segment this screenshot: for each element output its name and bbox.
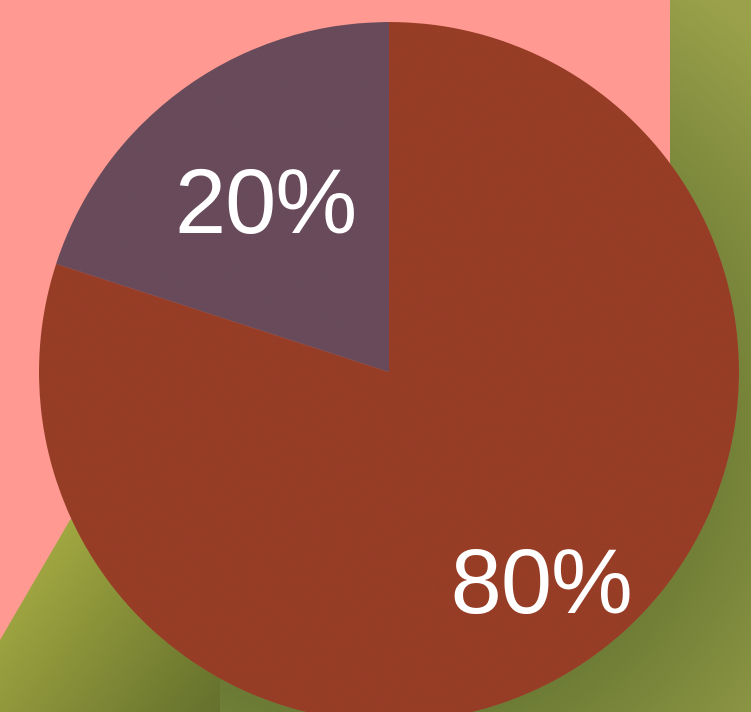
pie-slice-80 <box>39 22 739 712</box>
pie-slice-20 <box>56 22 389 372</box>
slice-label-20: 20% <box>174 151 357 254</box>
slice-label-80: 80% <box>450 530 633 633</box>
pie-slices <box>39 22 739 712</box>
